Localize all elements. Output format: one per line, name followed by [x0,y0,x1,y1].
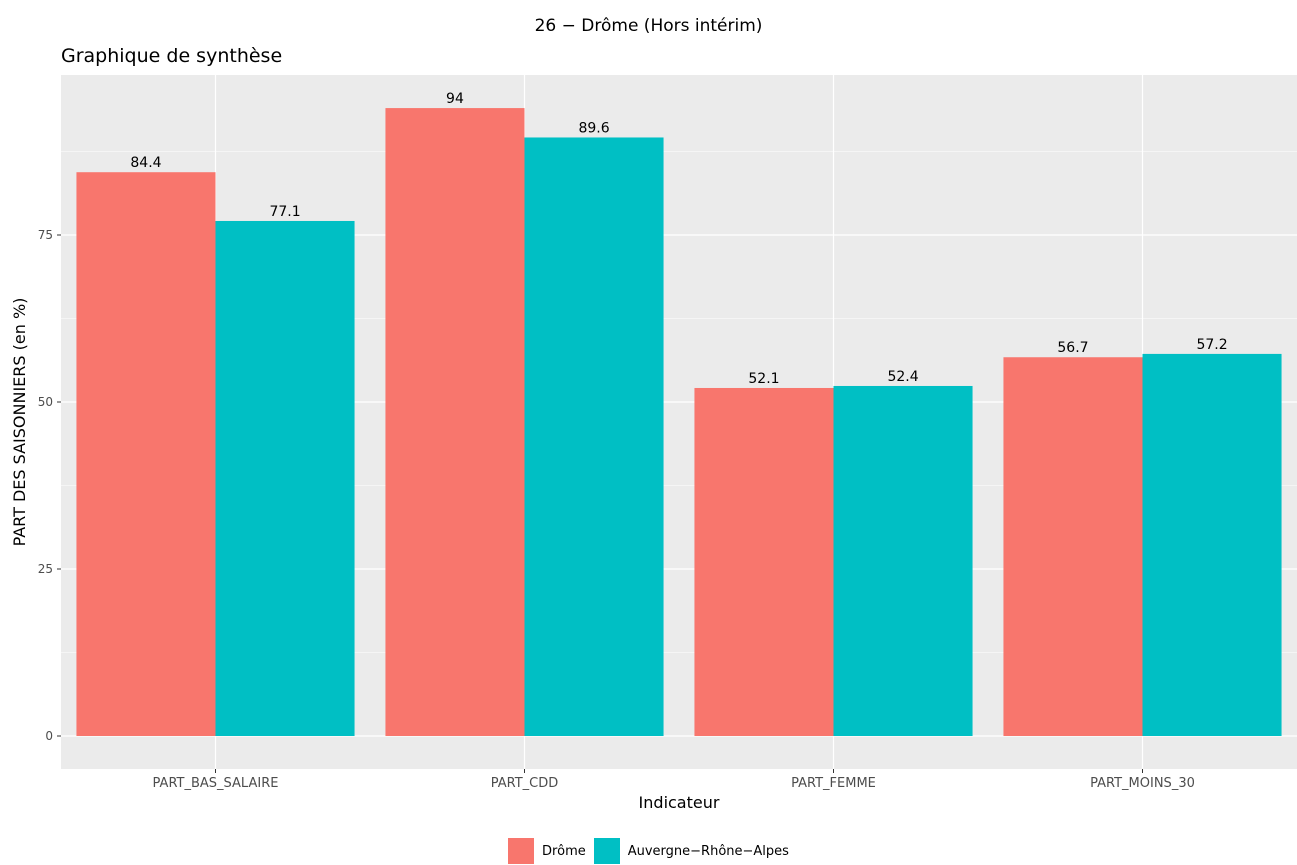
bar [76,172,216,736]
data-label: 56.7 [1057,340,1088,356]
x-axis: PART_BAS_SALAIRE PART_CDD PART_FEMME PART_M… [153,769,1195,791]
data-label: 52.4 [887,369,918,385]
legend-label: Drôme [542,843,586,859]
bar [215,220,355,737]
data-label: 84.4 [130,155,161,171]
x-tick-label: PART_MOINS_30 [1090,776,1195,791]
data-label: 94 [446,91,464,107]
y-tick-label: 0 [45,729,53,743]
legend-item: Drôme [508,838,586,864]
data-label: 52.1 [748,371,779,387]
legend-item: Auvergne−Rhône−Alpes [593,838,789,864]
legend: Drôme Auvergne−Rhône−Alpes [0,838,1297,864]
y-tick-label: 25 [38,562,53,576]
x-tick-label: PART_FEMME [791,776,876,791]
chart-title: 26 − Drôme (Hors intérim) [534,16,763,36]
bar [524,137,664,737]
legend-swatch [593,838,620,864]
data-label: 77.1 [269,204,300,220]
bar [385,108,525,736]
bar [833,385,973,736]
x-tick-label: PART_CDD [491,776,559,791]
x-tick-label: PART_BAS_SALAIRE [153,776,279,791]
y-tick-label: 75 [38,228,53,242]
bar [1003,357,1143,736]
legend-swatch [508,838,535,864]
x-axis-title: Indicateur [639,793,720,812]
data-label: 89.6 [578,120,609,136]
data-label: 57.2 [1196,337,1227,353]
y-axis-title: PART DES SAISONNIERS (en %) [10,298,29,547]
y-axis: 0 25 50 75 [38,228,61,743]
chart-subtitle: Graphique de synthèse [61,45,283,67]
legend-label: Auvergne−Rhône−Alpes [627,843,789,859]
bars-group [76,108,1282,737]
y-tick-label: 50 [38,395,53,409]
bar [694,387,834,736]
bar [1142,353,1282,736]
data-labels-group: 84.4 77.1 94 89.6 52.1 52.4 56.7 57.2 [130,91,1227,387]
